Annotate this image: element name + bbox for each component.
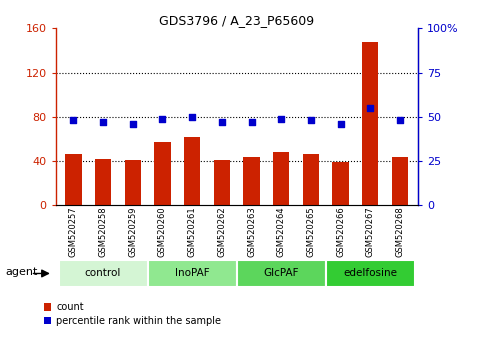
- Text: agent: agent: [6, 267, 38, 277]
- Point: [70, 118, 77, 123]
- Bar: [184, 137, 200, 205]
- Bar: [326, 260, 415, 287]
- Bar: [95, 159, 111, 205]
- Point: [367, 105, 374, 111]
- Text: InoPAF: InoPAF: [175, 268, 210, 279]
- Bar: [237, 260, 326, 287]
- Bar: [148, 260, 237, 287]
- Bar: [362, 42, 379, 205]
- Title: GDS3796 / A_23_P65609: GDS3796 / A_23_P65609: [159, 14, 314, 27]
- Bar: [58, 260, 148, 287]
- Bar: [125, 160, 141, 205]
- Bar: [243, 156, 260, 205]
- Point: [158, 116, 166, 121]
- Point: [248, 119, 256, 125]
- Point: [277, 116, 285, 121]
- Point: [396, 118, 404, 123]
- Bar: [213, 160, 230, 205]
- Text: edelfosine: edelfosine: [343, 268, 398, 279]
- Point: [337, 121, 344, 127]
- Point: [307, 118, 315, 123]
- Bar: [154, 142, 170, 205]
- Text: GlcPAF: GlcPAF: [263, 268, 299, 279]
- Bar: [392, 156, 408, 205]
- Bar: [65, 154, 82, 205]
- Bar: [273, 152, 289, 205]
- Text: control: control: [85, 268, 121, 279]
- Point: [218, 119, 226, 125]
- Bar: [332, 162, 349, 205]
- Legend: count, percentile rank within the sample: count, percentile rank within the sample: [43, 302, 221, 326]
- Point: [129, 121, 137, 127]
- Point: [188, 114, 196, 120]
- Bar: [303, 154, 319, 205]
- Point: [99, 119, 107, 125]
